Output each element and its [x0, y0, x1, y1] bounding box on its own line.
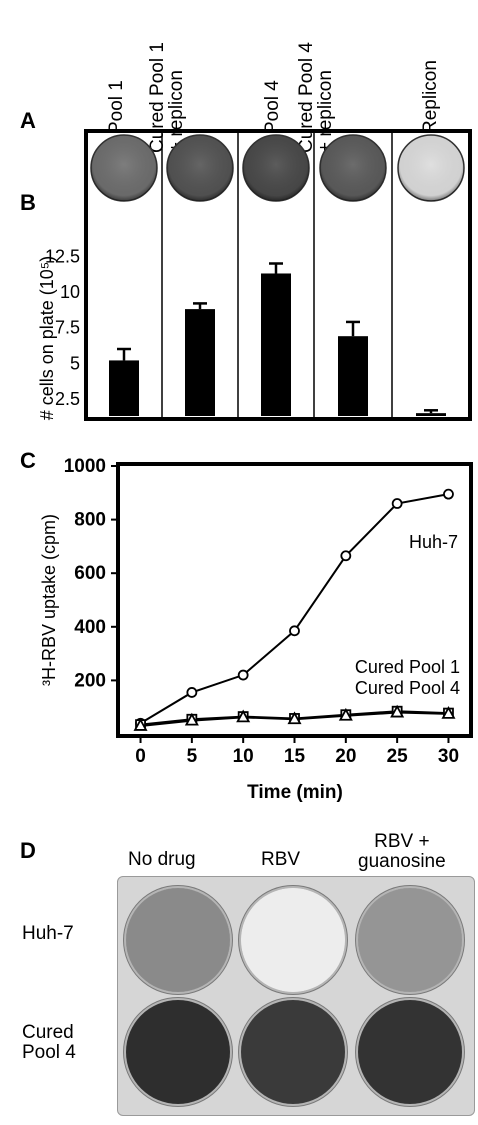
- data-point: [391, 498, 403, 509]
- culture-plate-shading: [243, 135, 309, 201]
- y-tick-label: 10: [60, 282, 80, 302]
- column-label-line1: RBV +: [374, 831, 430, 852]
- column-label-no-drug: No drug: [128, 850, 196, 870]
- x-axis-label: Time (min): [247, 782, 343, 803]
- x-tick-label: 15: [284, 746, 306, 767]
- column-label-line1: RBV: [261, 849, 301, 870]
- y-tick-label: 400: [74, 617, 106, 638]
- panel-c-line-chart: 200 400 600 800 1000 0 5 10 15 20 25 30 ³H-RBV upta…: [39, 456, 473, 803]
- bar: [338, 336, 368, 416]
- row-label-cured-pool-4: Cured Pool 4: [22, 1023, 76, 1063]
- data-point: [289, 625, 300, 637]
- bar: [185, 309, 215, 416]
- y-tick-label: 7.5: [55, 318, 80, 338]
- panel-letter-a: A: [20, 108, 36, 133]
- data-point: [390, 704, 405, 718]
- x-tick-label: 5: [187, 746, 198, 767]
- column-label-rbv: RBV: [261, 850, 300, 870]
- panel-letter-c: C: [20, 448, 36, 473]
- culture-plate: [241, 1000, 345, 1104]
- y-tick-label: 5: [70, 353, 80, 373]
- data-point: [340, 550, 352, 562]
- column-label-line1: No drug: [128, 849, 196, 870]
- data-point: [441, 706, 456, 719]
- x-tick-label: 10: [233, 746, 254, 767]
- y-axis-label: ³H-RBV uptake (cpm): [39, 514, 59, 686]
- y-tick-label: 200: [74, 670, 106, 691]
- panel-ab-frame: [84, 129, 472, 421]
- y-tick-label: 1000: [64, 456, 106, 477]
- data-point: [338, 707, 353, 721]
- row-label-line2: Pool 4: [22, 1041, 76, 1063]
- row-label-line1: Cured: [22, 1022, 74, 1043]
- data-point: [186, 687, 198, 698]
- culture-plate: [358, 888, 462, 992]
- y-tick-label: 12.5: [45, 246, 80, 266]
- panel-letter-d: D: [20, 838, 36, 863]
- data-point: [287, 711, 302, 725]
- column-label-rbv-guanosine: RBV + guanosine: [358, 832, 446, 872]
- row-label-huh-7: Huh-7: [22, 924, 74, 944]
- culture-plate-shading: [91, 135, 157, 201]
- bar: [261, 273, 291, 416]
- culture-plate-shading: [398, 135, 464, 201]
- y-tick-label: 800: [74, 510, 106, 531]
- data-point: [237, 669, 249, 681]
- panel-letter-b: B: [20, 190, 36, 215]
- data-point: [133, 718, 148, 731]
- y-tick-label: 600: [74, 563, 106, 584]
- y-axis-label: # cells on plate (10⁵): [37, 256, 57, 421]
- culture-plate-shading: [167, 135, 233, 201]
- x-tick-label: 0: [135, 746, 146, 767]
- column-label-line2: guanosine: [358, 850, 446, 872]
- culture-plate: [358, 1000, 462, 1104]
- data-point: [236, 709, 251, 723]
- culture-plate: [241, 888, 345, 992]
- culture-plate-shading: [320, 135, 386, 201]
- series-label-cured-pool-1: Cured Pool 1: [355, 657, 460, 677]
- series-label-huh-7: Huh-7: [409, 532, 458, 552]
- culture-plate: [126, 1000, 230, 1104]
- data-point: [443, 488, 454, 500]
- row-label-line1: Huh-7: [22, 923, 74, 944]
- x-tick-label: 30: [438, 746, 459, 767]
- panel-ab-figure: 2.5 5 7.5 10 12.5 # cells on plate (10⁵): [37, 129, 472, 421]
- x-tick-label: 20: [335, 746, 356, 767]
- bar: [109, 360, 139, 416]
- x-tick-label: 25: [387, 746, 409, 767]
- y-tick-label: 2.5: [55, 389, 80, 409]
- bar: [416, 413, 446, 416]
- data-point: [184, 712, 199, 726]
- culture-plate: [126, 888, 230, 992]
- series-label-cured-pool-4: Cured Pool 4: [355, 678, 460, 698]
